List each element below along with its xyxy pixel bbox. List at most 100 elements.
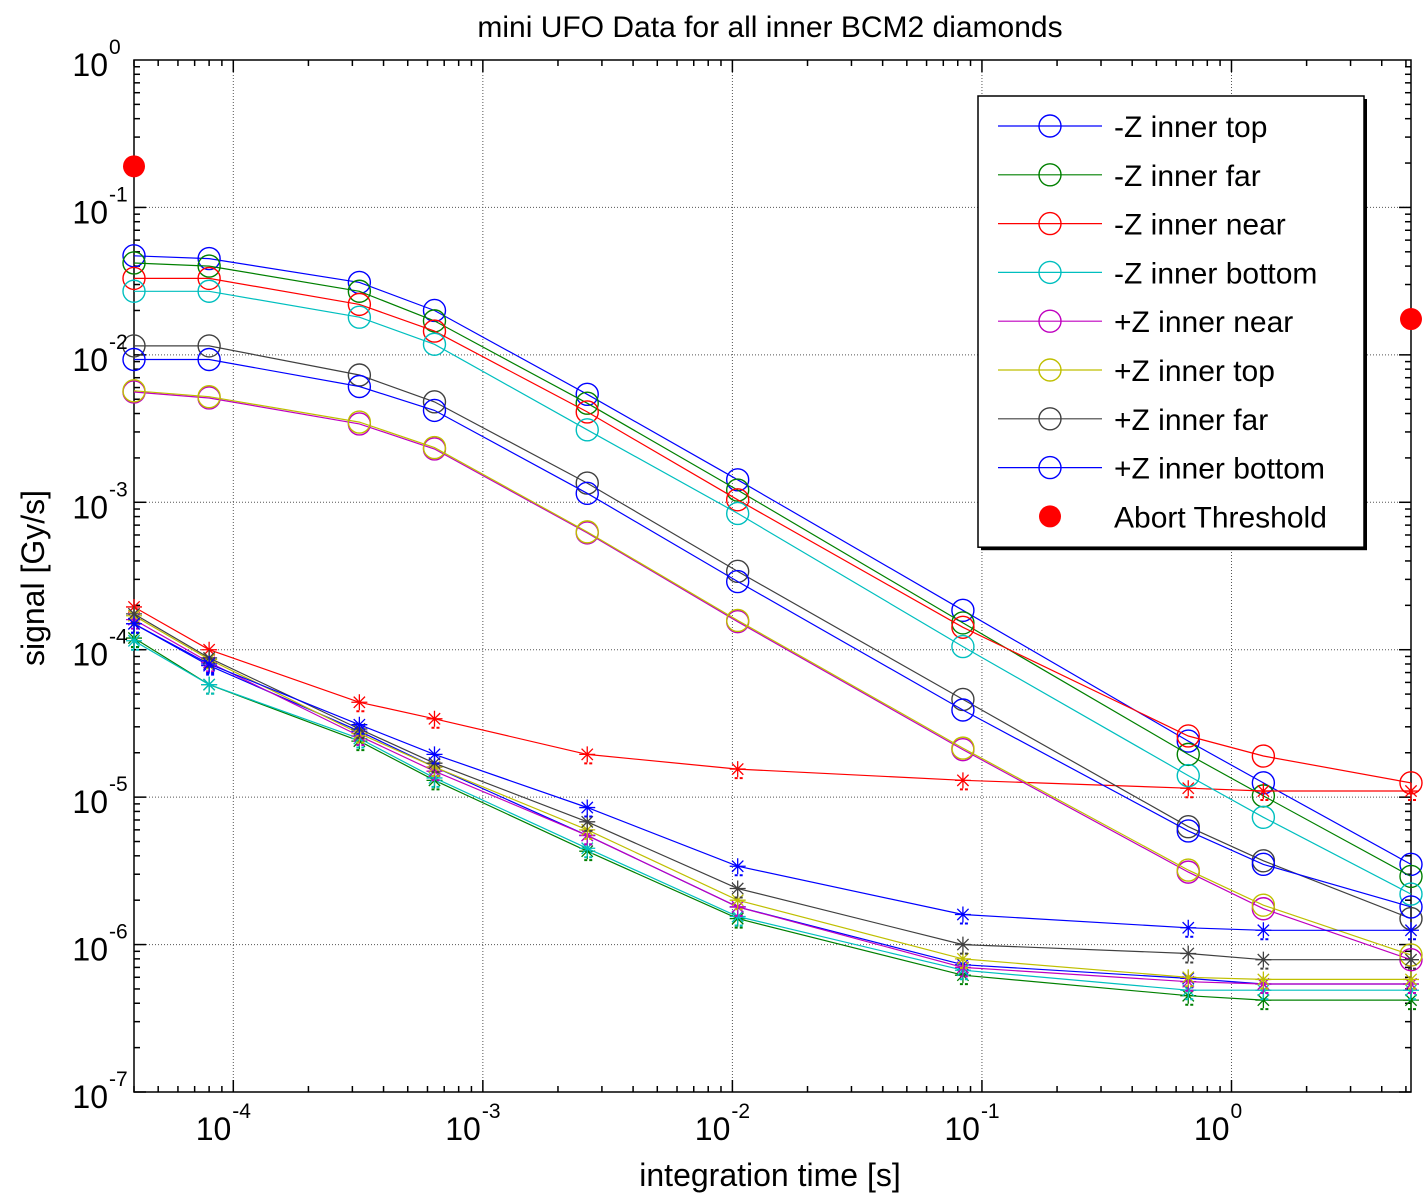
series-point — [197, 347, 221, 372]
x-tick-base: 10 — [695, 1111, 731, 1147]
legend-label: +Z inner top — [1114, 355, 1275, 388]
abort-threshold-points — [123, 155, 1422, 331]
series-point — [347, 279, 372, 303]
y-tick-base: 10 — [72, 637, 108, 673]
series-group — [122, 279, 1423, 1001]
x-tick-exponent: -2 — [731, 1100, 750, 1123]
series-noise-marker — [729, 858, 746, 875]
series-line — [134, 277, 1412, 784]
legend-swatch-marker — [1038, 309, 1062, 333]
series-point — [1399, 882, 1423, 906]
series-group — [122, 266, 1423, 802]
x-axis-label: integration time [s] — [639, 1157, 900, 1193]
series-point — [725, 478, 750, 502]
series-point — [347, 410, 372, 434]
series-noise-marker — [579, 799, 596, 816]
series-noise-marker — [1255, 922, 1272, 939]
series-point — [725, 569, 750, 594]
series-noise-marker — [954, 906, 971, 923]
series-point — [1399, 852, 1423, 877]
y-tick-exponent: -5 — [109, 773, 128, 796]
legend-label: -Z inner far — [1114, 160, 1261, 193]
series-noise-marker — [579, 813, 596, 830]
series-noise-line — [133, 640, 1411, 991]
series-point — [725, 501, 750, 526]
series-point — [197, 334, 221, 358]
legend-entry: +Z inner near — [998, 306, 1293, 339]
series-point — [1399, 771, 1423, 795]
series-noise-line — [133, 606, 1411, 792]
series-group — [122, 334, 1423, 970]
series-noise-marker — [126, 632, 142, 649]
legend-entry: +Z inner far — [998, 404, 1268, 437]
series-point — [1251, 852, 1276, 877]
series-point — [575, 400, 599, 424]
y-tick-exponent: -2 — [109, 331, 128, 354]
series-point — [575, 382, 599, 407]
series-point — [1176, 763, 1200, 788]
series-line — [133, 391, 1412, 961]
series-noise-marker — [729, 908, 746, 925]
series-noise-line — [133, 637, 1411, 1001]
y-tick-base: 10 — [72, 1079, 108, 1115]
series-noise-marker — [351, 716, 368, 733]
legend-swatch-marker — [1038, 358, 1062, 382]
plot-area-border — [133, 59, 1412, 1093]
abort-threshold-point — [123, 155, 145, 178]
series-noise-marker — [201, 656, 218, 673]
series-noise-marker — [1403, 922, 1419, 939]
series-line — [134, 290, 1412, 895]
x-tick-label: 10 -3 — [445, 1100, 500, 1147]
series-point — [1399, 864, 1423, 889]
chart-title: mini UFO Data for all inner BCM2 diamond… — [477, 11, 1062, 44]
series-point — [422, 390, 447, 414]
x-tick-label: 10 -1 — [944, 1100, 999, 1147]
series-noise-marker — [579, 746, 596, 763]
y-tick-exponent: 0 — [109, 36, 121, 59]
series-noise-line — [133, 623, 1411, 931]
legend-swatch-marker — [1038, 455, 1062, 480]
series-noise-marker — [954, 950, 971, 967]
y-tick-base: 10 — [72, 932, 108, 968]
series-point — [725, 559, 750, 584]
series-point — [951, 698, 975, 722]
series-point — [575, 471, 599, 495]
series-point — [122, 279, 146, 303]
series-noise-line — [133, 619, 1411, 985]
y-tick-label: 10 -6 — [72, 921, 127, 968]
y-tick-label: 10 0 — [72, 36, 120, 83]
x-tick-exponent: 0 — [1230, 1100, 1242, 1123]
series-noise-marker — [954, 959, 971, 976]
y-tick-exponent: -7 — [109, 1068, 128, 1091]
series-point — [122, 379, 146, 403]
legend-label: -Z inner near — [1114, 209, 1286, 242]
legend-label: Abort Threshold — [1114, 501, 1327, 534]
series-point — [422, 319, 447, 343]
series-point — [197, 246, 221, 271]
legend-swatch-marker — [1039, 505, 1061, 528]
series-point — [725, 608, 750, 633]
series-noise-marker — [1180, 969, 1197, 986]
x-tick-base: 10 — [944, 1111, 980, 1147]
series-noise-marker — [426, 755, 443, 772]
series-noise-marker — [579, 821, 596, 838]
x-tick-label: 10 0 — [1194, 1100, 1242, 1147]
y-tick-label: 10 -1 — [72, 183, 127, 230]
y-tick-base: 10 — [72, 47, 108, 83]
series-line — [134, 358, 1412, 908]
legend-swatch-marker — [1038, 114, 1062, 138]
legend-entry: -Z inner near — [998, 209, 1286, 242]
y-tick-base: 10 — [72, 489, 108, 525]
series-group — [122, 347, 1423, 941]
series-noise-line — [133, 613, 1411, 961]
series-noise-marker — [201, 641, 218, 658]
x-tick-exponent: -3 — [482, 1100, 501, 1123]
series-noise-marker — [1180, 780, 1197, 797]
series-noise-marker — [126, 615, 142, 632]
y-tick-exponent: -4 — [109, 626, 128, 649]
series-point — [1251, 893, 1276, 917]
y-tick-exponent: -3 — [109, 478, 128, 501]
series-noise-marker — [729, 880, 746, 897]
